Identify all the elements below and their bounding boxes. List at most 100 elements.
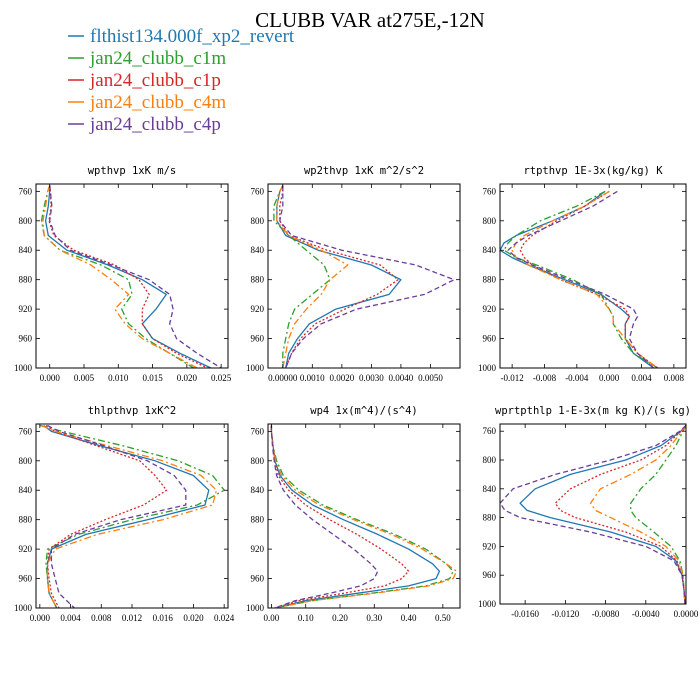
panel-title: wp2thvp 1xK m^2/s^2: [304, 165, 424, 177]
legend: flthist134.000f_xp2_revertjan24_clubb_c1…: [68, 26, 295, 135]
series-line: [47, 424, 187, 608]
legend-entry: jan24_clubb_c4p: [89, 114, 221, 135]
x-tick-label: 0.0030: [359, 373, 384, 383]
y-tick-label: 1000: [14, 603, 33, 613]
panel-4: thlpthvp 1xK^276080084088092096010000.00…: [14, 405, 235, 623]
y-tick-label: 920: [19, 304, 33, 314]
series-line: [279, 185, 455, 368]
y-tick-label: 800: [251, 216, 265, 226]
x-tick-label: 0.30: [366, 613, 382, 623]
plot-frame: [267, 183, 461, 369]
series-line: [554, 424, 686, 604]
y-tick-label: 1000: [246, 363, 265, 373]
plot-frame: [35, 423, 229, 609]
y-tick-label: 840: [19, 245, 33, 255]
series-group: [273, 185, 455, 368]
panel-title: rtpthvp 1E-3x(kg/kg) K: [523, 165, 663, 177]
series-line: [45, 424, 168, 608]
x-tick-label: 0.20: [332, 613, 348, 623]
x-tick-label: 0.10: [298, 613, 314, 623]
legend-entry: jan24_clubb_c4m: [89, 92, 226, 113]
series-line: [276, 185, 349, 368]
y-tick-label: 880: [19, 275, 33, 285]
y-tick-label: 880: [251, 515, 265, 525]
y-tick-label: 760: [251, 426, 265, 436]
series-group: [500, 424, 686, 604]
x-tick-label: 0.0050: [418, 373, 443, 383]
x-tick-label: 0.000: [30, 613, 51, 623]
x-tick-label: 0.025: [211, 373, 232, 383]
series-group: [40, 185, 222, 368]
y-tick-label: 840: [251, 245, 265, 255]
panel-5: wp4 1x(m^4)/(s^4)76080084088092096010000…: [246, 405, 461, 623]
series-line: [507, 190, 655, 368]
x-tick-label: 0.016: [153, 613, 174, 623]
x-tick-label: 0.005: [74, 373, 95, 383]
x-tick-label: 0.008: [91, 613, 112, 623]
series-line: [276, 185, 402, 368]
y-tick-label: 920: [483, 541, 497, 551]
y-tick-label: 960: [251, 574, 265, 584]
series-line: [589, 425, 686, 604]
plot-frame: [267, 423, 461, 609]
y-tick-label: 840: [251, 485, 265, 495]
y-tick-label: 960: [483, 334, 497, 344]
y-tick-label: 920: [251, 304, 265, 314]
y-tick-label: 1000: [478, 363, 497, 373]
y-tick-label: 920: [251, 544, 265, 554]
x-tick-label: 0.015: [142, 373, 163, 383]
figure-title: CLUBB VAR at275E,-12N: [255, 8, 485, 32]
series-line: [270, 425, 458, 608]
x-tick-label: 0.020: [177, 373, 198, 383]
y-tick-label: 960: [19, 334, 33, 344]
x-tick-label: -0.0120: [551, 609, 579, 619]
y-tick-label: 960: [19, 574, 33, 584]
x-tick-label: -0.0160: [511, 609, 539, 619]
legend-entry: flthist134.000f_xp2_revert: [90, 26, 295, 47]
panel-1: wpthvp 1xK m/s 760 800 840 880 920 960 1000 0.00…: [14, 165, 232, 383]
y-tick-label: 880: [483, 513, 497, 523]
series-group: [39, 424, 225, 608]
series-line: [500, 190, 655, 368]
x-tick-label: 0.00000: [268, 373, 298, 383]
x-tick-label: 0.0040: [389, 373, 414, 383]
series-line: [40, 185, 195, 368]
series-line: [270, 425, 454, 608]
series-line: [503, 190, 659, 368]
y-tick-label: 880: [483, 275, 497, 285]
plot-frame: [35, 183, 229, 369]
x-tick-label: -0.012: [501, 373, 524, 383]
y-tick-label: 840: [19, 485, 33, 495]
panel-title: wpthvp 1xK m/s: [88, 165, 177, 177]
x-tick-label: 0.0020: [329, 373, 354, 383]
x-tick-label: 0.004: [60, 613, 81, 623]
series-line: [630, 425, 686, 604]
y-tick-label: 1000: [14, 363, 33, 373]
series-line: [519, 424, 686, 604]
panel-title: wp4 1x(m^4)/(s^4): [310, 405, 417, 417]
legend-entry: jan24_clubb_c1m: [89, 48, 226, 69]
x-tick-label: 0.50: [435, 613, 451, 623]
y-tick-label: 800: [251, 456, 265, 466]
y-tick-label: 1000: [478, 599, 497, 609]
series-line: [41, 424, 218, 608]
y-tick-label: 760: [251, 186, 265, 196]
x-tick-label: -0.0080: [592, 609, 620, 619]
y-tick-label: 760: [19, 186, 33, 196]
x-tick-label: 0.0010: [300, 373, 325, 383]
panel-title: thlpthvp 1xK^2: [88, 405, 177, 417]
y-tick-label: 1000: [246, 603, 265, 613]
panel-6: wprtpthlp 1-E-3x(m kg K)/(s kg) 760 800 840…: [478, 405, 699, 619]
series-line: [44, 185, 212, 368]
plot-frame: [499, 423, 687, 605]
series-line: [273, 185, 331, 368]
y-tick-label: 840: [483, 245, 497, 255]
series-line: [279, 185, 399, 368]
y-tick-label: 880: [19, 515, 33, 525]
x-tick-label: 0.010: [108, 373, 129, 383]
series-line: [500, 424, 686, 604]
x-tick-label: 0.00: [264, 613, 280, 623]
x-tick-label: 0.004: [631, 373, 652, 383]
x-tick-label: 0.008: [664, 373, 685, 383]
